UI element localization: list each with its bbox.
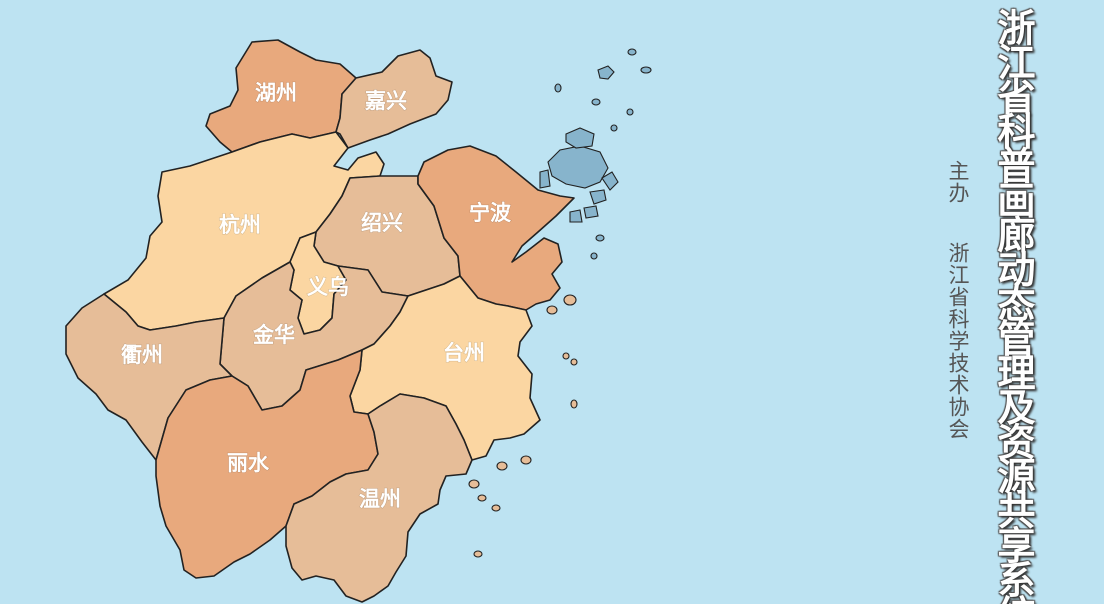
- region-jiaxing[interactable]: [335, 49, 453, 149]
- regions-group: [65, 39, 575, 603]
- zhoushan-east-island: [565, 127, 595, 149]
- island-k: [626, 108, 634, 116]
- island-u: [496, 461, 508, 471]
- island-t: [520, 455, 532, 465]
- region-wenzhou[interactable]: [285, 393, 473, 603]
- zhoushan-main-island: [547, 145, 609, 189]
- island-y: [473, 550, 483, 558]
- island-e: [569, 209, 583, 223]
- island-f: [539, 169, 551, 189]
- island-v: [468, 479, 480, 489]
- island-d: [583, 205, 599, 219]
- island-a: [597, 65, 615, 80]
- island-i: [554, 83, 562, 93]
- sponsor-name: 浙江省科学技术协会: [946, 242, 970, 440]
- island-p: [546, 305, 558, 315]
- islands-group: [468, 48, 652, 558]
- island-n: [590, 252, 598, 260]
- island-m: [595, 234, 605, 242]
- sponsor-label: 主办: [946, 160, 970, 204]
- island-w: [477, 494, 487, 502]
- island-h: [640, 66, 652, 74]
- island-o: [563, 294, 577, 306]
- island-b: [601, 171, 619, 191]
- island-c: [589, 189, 607, 205]
- system-title: 浙江省科普画廊动态管理及资源共享系统: [991, 8, 1035, 604]
- island-r: [570, 358, 578, 366]
- island-l: [610, 124, 618, 132]
- island-q: [562, 352, 570, 360]
- island-s: [570, 399, 578, 409]
- island-g: [627, 48, 637, 56]
- island-x: [491, 504, 501, 512]
- island-j: [591, 98, 601, 106]
